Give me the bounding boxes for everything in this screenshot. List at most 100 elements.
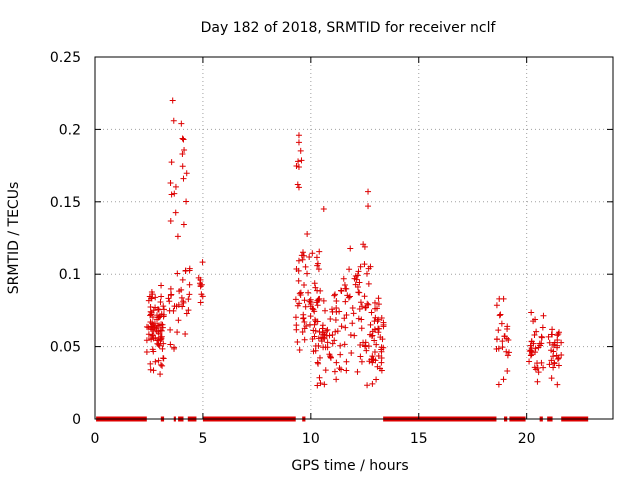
data-point <box>160 311 167 318</box>
data-point <box>356 305 363 312</box>
data-point <box>377 334 384 341</box>
data-point <box>333 376 340 383</box>
y-tick-label: 0.25 <box>50 50 81 66</box>
data-point <box>160 355 167 362</box>
data-point <box>375 295 382 302</box>
data-point <box>294 302 301 309</box>
data-point <box>349 305 356 312</box>
data-point <box>178 294 185 301</box>
data-point <box>181 147 188 154</box>
data-point <box>364 382 371 389</box>
data-point <box>531 332 538 339</box>
data-point <box>548 347 555 354</box>
data-point <box>494 336 500 343</box>
data-point <box>179 163 186 170</box>
data-point <box>156 342 163 349</box>
data-point <box>157 298 164 305</box>
data-point <box>496 312 503 319</box>
data-point <box>197 276 204 283</box>
data-point <box>174 270 181 277</box>
x-tick-label: 0 <box>91 431 100 447</box>
data-point <box>378 367 385 374</box>
data-point <box>528 351 535 358</box>
x-tick-label: 20 <box>518 431 536 447</box>
data-point <box>295 267 302 274</box>
tick-labels: 0 5 10 15 20 0 0.05 0.1 0.15 0.2 0.25 <box>50 50 536 447</box>
data-point <box>363 270 370 277</box>
data-point <box>160 303 167 310</box>
data-point <box>369 380 376 387</box>
data-point <box>305 289 312 296</box>
data-point <box>338 287 345 294</box>
data-point <box>183 170 190 177</box>
data-point <box>343 312 350 319</box>
data-point <box>365 343 372 350</box>
data-point <box>171 190 178 197</box>
data-point <box>545 333 552 340</box>
data-point <box>296 290 303 297</box>
data-point <box>149 326 156 333</box>
data-point <box>341 341 348 348</box>
data-point <box>156 322 163 329</box>
data-point <box>504 368 511 375</box>
data-point <box>199 259 206 266</box>
data-point <box>149 291 156 298</box>
data-point <box>158 293 165 300</box>
data-point <box>167 326 174 333</box>
data-point <box>147 366 154 373</box>
data-point <box>540 312 547 319</box>
data-point <box>171 303 178 310</box>
data-point <box>298 157 305 164</box>
data-point <box>301 281 308 288</box>
data-point <box>186 281 193 288</box>
data-point <box>167 291 174 298</box>
data-point <box>312 318 319 325</box>
data-point <box>343 367 350 374</box>
data-points <box>143 97 565 389</box>
data-point <box>306 298 313 305</box>
data-point <box>338 366 345 373</box>
x-tick-label: 5 <box>198 431 207 447</box>
data-point <box>376 325 383 332</box>
data-point <box>342 298 349 305</box>
data-point <box>150 321 157 328</box>
data-point <box>180 175 187 182</box>
data-point <box>534 360 541 367</box>
data-point <box>336 365 343 372</box>
data-point <box>356 279 363 286</box>
data-point <box>167 285 174 292</box>
data-point <box>315 296 322 303</box>
grid <box>95 57 613 419</box>
data-point <box>299 328 306 335</box>
data-point <box>369 353 376 360</box>
data-point <box>307 313 314 320</box>
data-point <box>357 353 364 360</box>
data-point <box>155 341 162 348</box>
data-point <box>301 297 308 304</box>
data-point <box>367 321 374 328</box>
data-point <box>331 337 338 344</box>
data-point <box>155 306 162 313</box>
data-point <box>316 354 323 361</box>
data-point <box>166 298 173 305</box>
data-point <box>295 277 302 284</box>
data-point <box>365 265 372 272</box>
data-point <box>349 320 356 327</box>
data-point <box>152 358 159 365</box>
data-point <box>311 321 318 328</box>
data-point <box>332 291 339 298</box>
data-point <box>182 331 189 338</box>
data-point <box>347 245 354 252</box>
data-point <box>178 286 185 293</box>
data-point <box>314 297 321 304</box>
data-point <box>340 275 347 282</box>
data-point <box>317 380 324 387</box>
data-point <box>311 280 318 287</box>
data-point <box>371 337 378 344</box>
data-point <box>158 282 165 289</box>
data-point <box>155 357 162 364</box>
data-point <box>342 324 349 331</box>
data-point <box>293 326 300 333</box>
data-point <box>185 307 192 314</box>
